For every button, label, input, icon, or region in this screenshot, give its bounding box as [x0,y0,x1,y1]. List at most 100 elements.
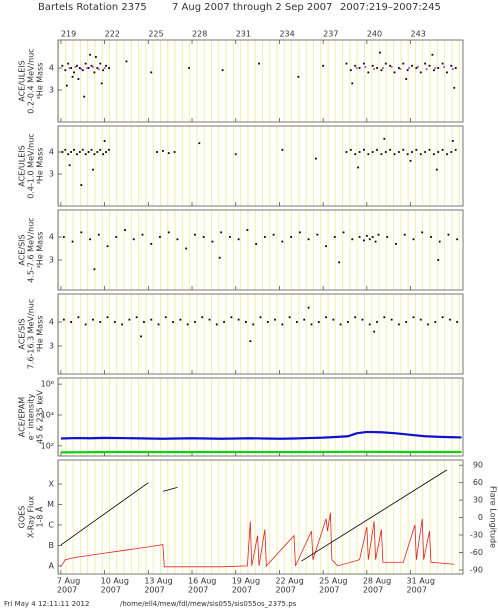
data-point [361,318,364,321]
top-x-tick-label: 237 [323,30,338,39]
data-point [358,236,361,238]
data-point [106,316,109,319]
data-point [384,151,387,153]
data-point [108,67,110,69]
data-point [93,71,96,74]
data-point [211,240,214,243]
data-point [102,153,105,156]
data-point [399,68,402,70]
data-point [132,238,135,241]
x-tick-label: 7 Aug [57,577,80,586]
data-point [386,236,389,238]
x-tick-year: 2007 [144,586,164,595]
x-tick-year: 2007 [275,586,295,595]
y-axis-label: ACE/SIS [18,234,27,265]
data-point [83,95,86,98]
data-point [67,153,70,156]
data-point [349,148,352,151]
data-point [450,64,453,67]
data-point [103,67,106,69]
y-axis-label: ACE/ULEIS [18,60,27,101]
data-point [450,151,453,153]
data-point [314,157,317,160]
data-point [437,67,440,69]
data-point [363,62,365,65]
y-tick-label: 3 [49,170,54,179]
y-axis-label: ³He Mass [36,232,45,269]
data-point [351,82,354,85]
title: Bartels Rotation 2375 [38,2,147,13]
x-tick-label: 28 Aug [363,577,391,586]
data-point [92,65,94,68]
data-point [221,69,224,72]
data-point [135,316,138,319]
x-tick-year: 2007 [232,586,252,595]
data-point [416,65,419,68]
y-tick-label: 10² [41,441,54,450]
data-point [384,62,387,65]
data-point [411,151,413,153]
data-point [106,245,109,248]
data-point [412,238,415,241]
data-point [454,148,457,151]
data-point [64,148,67,151]
data-point [92,318,94,321]
data-point [121,323,124,326]
data-point [229,236,231,238]
data-point [70,321,73,323]
data-point [198,142,201,145]
data-point [113,321,116,323]
data-point [325,245,327,248]
y-axis-label: e⁻ intensity [27,394,36,441]
data-point [87,151,90,153]
data-point [376,321,378,323]
data-point [456,321,459,323]
data-point [167,231,170,234]
data-point [64,69,67,72]
data-point [307,306,310,309]
data-point [150,242,153,245]
data-point [80,68,83,70]
data-point [102,69,105,72]
data-point [185,247,188,250]
y-axis-label: ³He Mass [36,316,45,353]
top-x-tick-label: 222 [105,30,120,39]
data-point [84,62,87,65]
data-point [380,153,383,156]
data-point [325,316,327,319]
data-point [437,151,440,153]
data-point [371,64,374,67]
data-point [338,261,341,264]
data-point [89,238,91,241]
y2-tick-label: -30 [470,531,483,540]
y-axis-label: X-Ray Flux [27,496,36,538]
data-point [358,67,361,69]
data-point [447,233,450,236]
data-point [208,318,211,321]
data-point [351,238,354,241]
x-tick-label: 10 Aug [101,577,129,586]
data-point [173,151,176,153]
data-point [419,318,422,321]
y-axis-label: GOES [18,506,27,529]
data-point [96,151,99,153]
data-point [332,318,335,321]
data-point [363,148,365,151]
data-point [234,153,237,156]
data-point [246,229,249,231]
data-point [371,151,374,153]
data-point [73,148,75,151]
data-point [347,321,349,323]
y2-axis-label: Flare Longitude [489,486,498,548]
x-tick-label: 31 Aug [407,577,435,586]
data-point [150,318,153,321]
data-point [405,78,408,80]
y-axis-label: 4.5-7.6 MeV/nuc [27,217,36,282]
y2-tick-label: 0 [478,513,483,522]
data-point [354,316,357,319]
data-point [406,69,409,72]
data-point [99,62,102,65]
data-point [381,67,384,69]
y-tick-label: 10⁴ [41,410,54,419]
data-point [435,168,438,171]
